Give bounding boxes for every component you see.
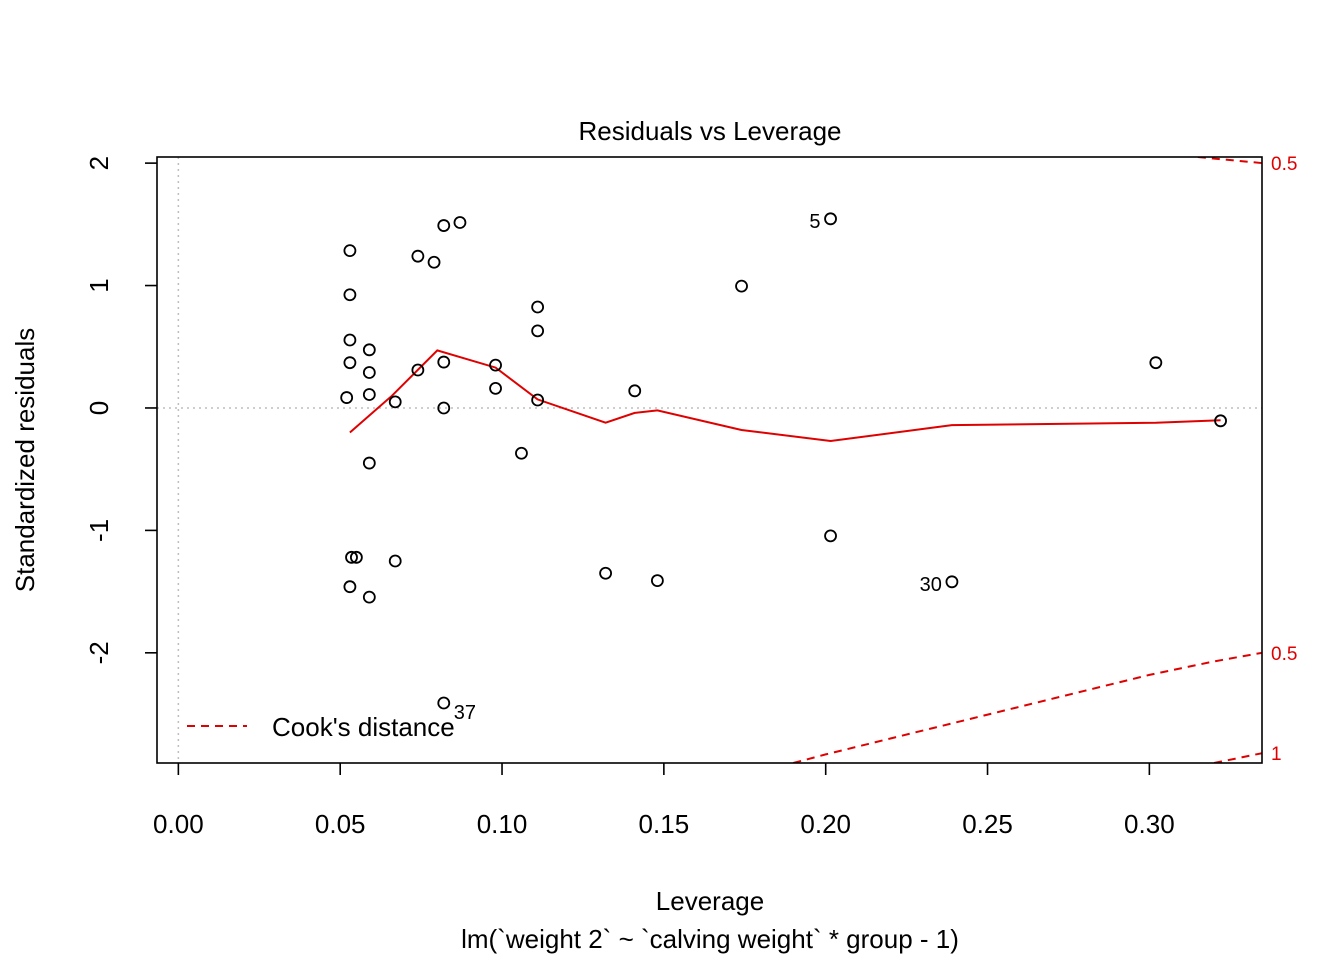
data-point xyxy=(531,324,545,338)
data-point xyxy=(388,554,402,568)
x-axis-label: Leverage xyxy=(656,886,764,916)
data-point xyxy=(735,279,748,293)
plot-area xyxy=(157,157,1262,763)
data-point xyxy=(411,363,425,377)
data-point xyxy=(453,216,467,229)
legend: Cook's distance xyxy=(187,712,455,742)
x-tick-label: 0.20 xyxy=(800,809,851,839)
data-point xyxy=(531,300,545,314)
x-tick-label: 0.00 xyxy=(153,809,204,839)
chart-title: Residuals vs Leverage xyxy=(578,116,841,146)
legend-entry: Cook's distance xyxy=(272,712,455,742)
x-tick-label: 0.25 xyxy=(962,809,1013,839)
data-point xyxy=(343,333,357,347)
data-point xyxy=(362,456,376,470)
x-tick-label: 0.15 xyxy=(639,809,690,839)
data-point xyxy=(489,358,502,372)
data-point xyxy=(345,550,358,564)
data-point xyxy=(437,401,451,415)
data-point xyxy=(1149,356,1163,370)
y-tick-label: -2 xyxy=(84,641,114,664)
data-point xyxy=(489,381,502,395)
cooks-level-label: 0.5 xyxy=(1271,154,1297,175)
data-point xyxy=(362,590,376,604)
data-point xyxy=(531,393,545,407)
data-point xyxy=(340,391,354,404)
plot-frame xyxy=(156,156,1263,764)
y-tick-label: 0 xyxy=(84,401,114,415)
data-point xyxy=(650,574,664,587)
data-point xyxy=(343,244,357,258)
data-point xyxy=(437,219,451,232)
cooks-distance-curve xyxy=(793,651,1262,763)
data-point xyxy=(824,212,837,226)
data-point xyxy=(349,550,363,564)
data-point xyxy=(515,446,528,460)
y-axis-label: Standardized residuals xyxy=(10,328,40,593)
data-point xyxy=(437,696,451,710)
data-point xyxy=(362,366,376,379)
data-point xyxy=(411,249,425,263)
data-point xyxy=(388,395,402,409)
y-tick-label: 2 xyxy=(84,156,114,170)
data-point xyxy=(362,388,376,401)
cooks-level-label: 1 xyxy=(1271,744,1282,765)
point-label: 5 xyxy=(809,211,820,233)
data-point xyxy=(824,529,837,543)
plot-body: 5 30 37 0.00 0.05 0.10 0.15 0.20 0.25 0.30 -2 -1 0 1 2… xyxy=(84,154,1297,839)
x-tick-label: 0.30 xyxy=(1124,809,1175,839)
point-label: 30 xyxy=(920,574,942,596)
point-label: 37 xyxy=(454,702,476,724)
cooks-distance-curve xyxy=(1197,157,1262,165)
data-point xyxy=(427,255,441,269)
y-tick-label: 1 xyxy=(84,278,114,292)
x-tick-label: 0.10 xyxy=(477,809,528,839)
data-point xyxy=(343,288,357,302)
data-point xyxy=(628,384,642,398)
data-point xyxy=(437,355,451,369)
y-tick-label: -1 xyxy=(84,519,114,542)
data-point xyxy=(945,575,959,589)
x-tick-label: 0.05 xyxy=(315,809,366,839)
data-point xyxy=(362,343,376,357)
data-point xyxy=(1214,414,1227,428)
cooks-level-label: 0.5 xyxy=(1271,644,1297,665)
model-formula-label: lm(`weight 2` ~ `calving weight` * group… xyxy=(461,924,959,954)
data-point xyxy=(343,356,357,370)
data-point xyxy=(599,566,613,580)
smooth-line xyxy=(349,349,1221,443)
cooks-distance-curve xyxy=(1213,752,1262,763)
data-point xyxy=(343,580,357,594)
